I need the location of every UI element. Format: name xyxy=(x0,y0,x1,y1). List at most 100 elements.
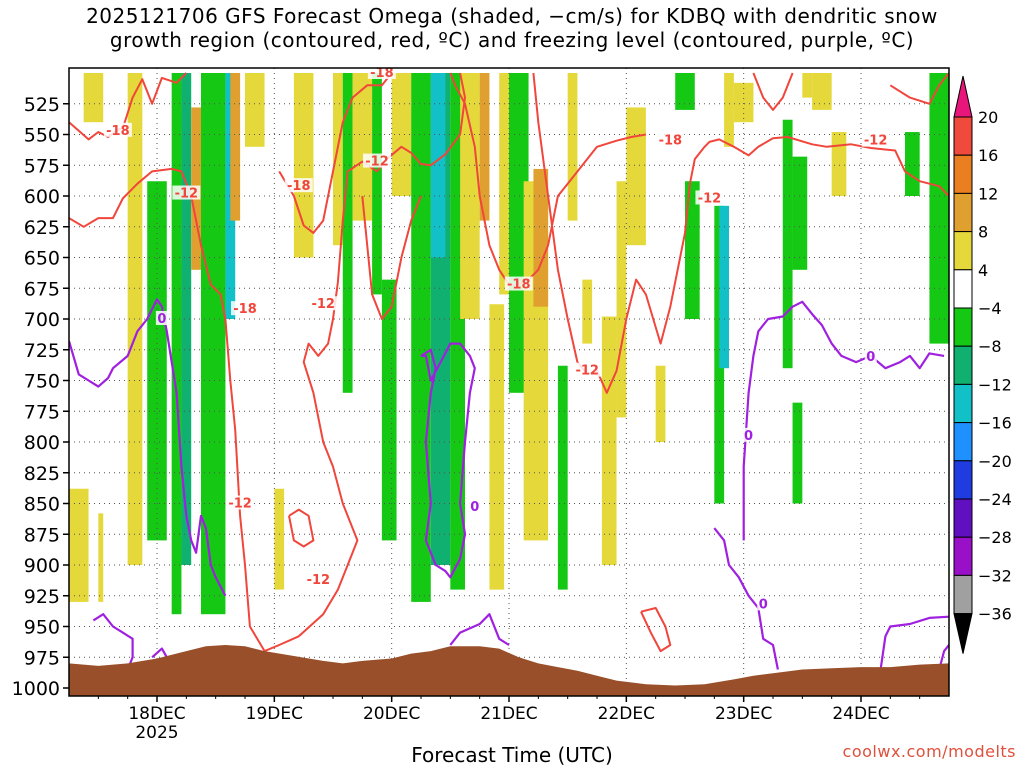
freezing-level-contour-line xyxy=(879,615,949,670)
dgz-contour-line xyxy=(752,72,794,111)
contour-label-bg xyxy=(284,178,313,193)
omega-cell xyxy=(230,73,241,221)
omega-cell xyxy=(782,119,793,369)
omega-cell xyxy=(582,279,593,344)
colorbar-bin xyxy=(953,345,973,385)
omega-cell xyxy=(929,73,949,344)
contour-label: -12 xyxy=(864,134,888,149)
omega-cell xyxy=(802,73,813,98)
contour-label: -18 xyxy=(106,124,130,139)
y-tick-label: 625 xyxy=(24,217,60,239)
omega-cell xyxy=(533,168,549,307)
freezing-level-contour-line xyxy=(713,527,779,670)
dgz-contour-line xyxy=(278,72,393,234)
contour-label: -12 xyxy=(175,187,199,202)
freezing-level-contour-line xyxy=(151,647,168,659)
x-tick-label: 19DEC xyxy=(246,704,303,724)
omega-cell xyxy=(812,73,832,110)
omega-cell xyxy=(342,73,353,393)
colorbar-level-label: −12 xyxy=(978,375,1012,394)
colorbar-level-label: −4 xyxy=(978,299,1002,318)
colorbar-level-label: 16 xyxy=(978,146,998,165)
freezing-level-contour-line xyxy=(938,644,949,670)
contour-label-layer: -18 -12 -18 -12 -18 -12 -12 -12 -18 -18 -12 -18 -12 -… xyxy=(103,66,890,612)
omega-cell xyxy=(724,73,734,147)
y-tick-label: 1000 xyxy=(12,678,60,700)
contour-label-bg xyxy=(656,132,685,147)
contour-label: -18 xyxy=(233,302,257,317)
chart-title: 2025121706 GFS Forecast Omega (shaded, −… xyxy=(0,4,1024,52)
y-tick-label: 900 xyxy=(24,555,60,577)
dgz-contour-line xyxy=(288,508,315,548)
omega-cell xyxy=(489,304,505,590)
omega-cell xyxy=(391,73,412,196)
omega-cell xyxy=(616,181,627,418)
contour-label: -12 xyxy=(365,155,389,170)
colorbar-level-label: 12 xyxy=(978,184,998,203)
dgz-contour-line xyxy=(889,72,949,105)
x-tick-label: 18DEC xyxy=(128,704,185,724)
x-tick-label: 20DEC xyxy=(363,704,420,724)
contour-label-bg xyxy=(226,495,255,510)
omega-cell xyxy=(557,365,568,590)
omega-cell xyxy=(83,73,104,123)
colorbar-bin xyxy=(953,498,973,538)
contour-label-bg xyxy=(103,122,132,137)
omega-cell xyxy=(714,205,725,504)
contour-label-bg xyxy=(573,362,602,377)
contour-label-bg xyxy=(861,132,890,147)
colorbar-bin xyxy=(953,536,973,576)
y-tick-label: 600 xyxy=(24,186,60,208)
y-tick-label: 650 xyxy=(24,248,60,270)
contour-label: -18 xyxy=(287,179,311,194)
omega-cell xyxy=(479,73,490,221)
credit-link[interactable]: coolwx.com/modelts xyxy=(842,742,1016,761)
colorbar-bin xyxy=(953,116,973,156)
omega-cell xyxy=(430,73,446,258)
omega-cell xyxy=(147,181,167,541)
colorbar-bin xyxy=(953,192,973,233)
y-tick-label: 850 xyxy=(24,494,60,516)
colorbar-bin xyxy=(953,307,973,347)
y-tick-label: 975 xyxy=(24,647,60,669)
colorbar-bin xyxy=(953,383,973,424)
omega-cell xyxy=(905,132,920,196)
freezing-level-contour-line xyxy=(92,613,134,670)
chart-title-line1: 2025121706 GFS Forecast Omega (shaded, −… xyxy=(86,4,938,28)
omega-cell xyxy=(499,73,509,295)
y-tick-label: 700 xyxy=(24,309,60,331)
y-tick-label: 825 xyxy=(24,463,60,485)
freezing-level-contour-line xyxy=(69,298,227,597)
colorbar-bottom-arrow xyxy=(953,613,973,654)
y-axis: 525 550 575 600 625 650 675 700 725 750 775 800 825 8… xyxy=(12,94,69,700)
contour-label-bg xyxy=(309,296,338,311)
omega-cell xyxy=(792,156,808,270)
omega-cell xyxy=(171,73,182,615)
contour-label: -18 xyxy=(659,134,683,149)
y-tick-label: 950 xyxy=(24,617,60,639)
contour-label: 0 xyxy=(744,429,753,444)
contour-label-bg xyxy=(864,349,877,364)
colorbar-level-label: 4 xyxy=(978,261,988,280)
contour-label: -18 xyxy=(370,66,394,81)
contour-label-bg xyxy=(757,596,770,611)
contour-label: -12 xyxy=(307,573,331,588)
contour-label-bg xyxy=(367,68,396,79)
omega-cell xyxy=(626,107,646,246)
contour-label-bg xyxy=(172,185,201,200)
omega-cell xyxy=(567,73,578,221)
y-tick-label: 725 xyxy=(24,340,60,362)
contour-label: -12 xyxy=(698,191,722,206)
omega-cell xyxy=(274,488,285,590)
x-tick-label: 21DEC xyxy=(480,704,537,724)
y-tick-label: 925 xyxy=(24,586,60,608)
omega-cell xyxy=(685,181,700,319)
contour-label-bg xyxy=(468,499,481,514)
contour-label-bg xyxy=(155,311,168,325)
contour-label-bg xyxy=(304,571,333,586)
y-tick-label: 675 xyxy=(24,278,60,300)
omega-cell xyxy=(381,279,397,541)
omega-cell xyxy=(352,73,373,221)
